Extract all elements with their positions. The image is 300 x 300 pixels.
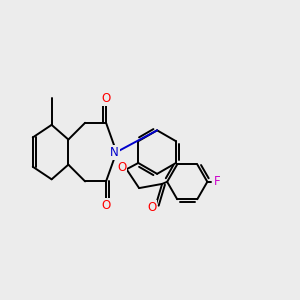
Text: O: O: [117, 161, 126, 174]
Text: O: O: [147, 201, 156, 214]
Text: O: O: [101, 199, 111, 212]
Text: F: F: [214, 175, 220, 188]
Text: O: O: [101, 92, 111, 105]
Text: N: N: [110, 146, 119, 159]
